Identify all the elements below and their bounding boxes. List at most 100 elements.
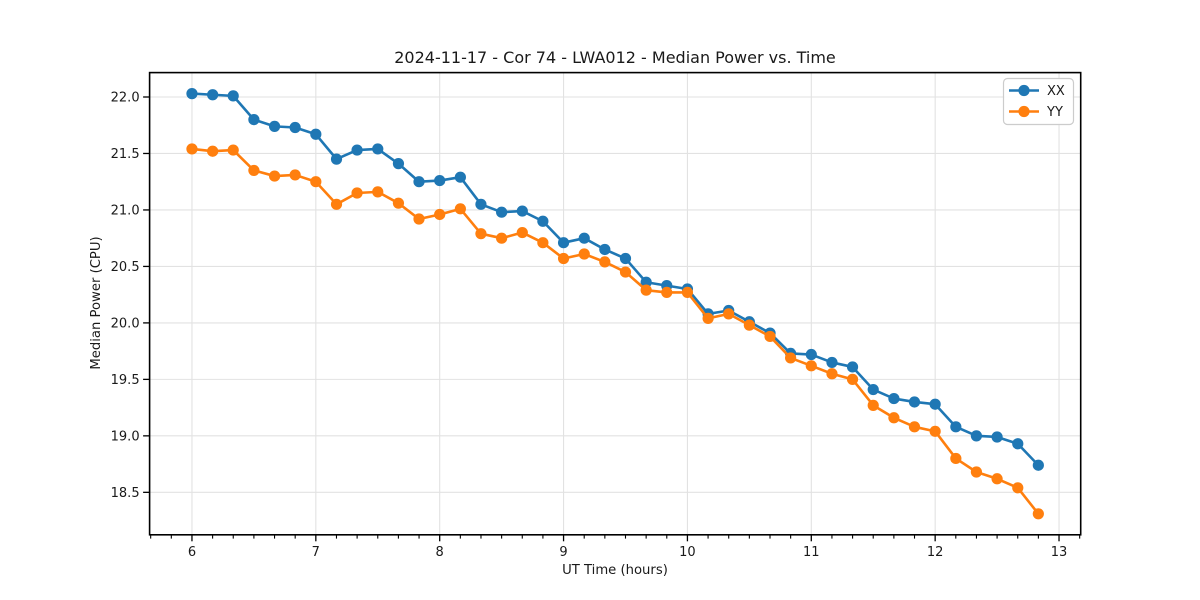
- data-point-XX: [1032, 459, 1044, 471]
- data-point-YY: [929, 425, 941, 437]
- x-tick-label: 7: [312, 545, 320, 560]
- data-point-YY: [475, 228, 487, 240]
- data-point-XX: [908, 396, 921, 408]
- series-XX: [186, 88, 1044, 471]
- data-point-XX: [207, 89, 219, 101]
- y-tick-label: 19.0: [111, 429, 140, 444]
- data-point-XX: [516, 205, 528, 217]
- data-point-XX: [805, 348, 817, 361]
- data-point-YY: [186, 143, 198, 155]
- data-point-XX: [640, 276, 652, 288]
- x-tick-label: 6: [188, 545, 196, 560]
- data-point-YY: [640, 284, 652, 296]
- data-point-YY: [454, 203, 466, 215]
- data-point-YY: [310, 176, 322, 188]
- y-axis-label: Median Power (CPU): [89, 236, 104, 369]
- data-point-YY: [392, 197, 405, 209]
- data-point-YY: [970, 466, 983, 478]
- data-point-XX: [475, 198, 487, 210]
- data-point-XX: [950, 421, 962, 433]
- data-point-XX: [454, 171, 466, 183]
- data-point-YY: [537, 237, 549, 249]
- gridlines: [149, 72, 1081, 535]
- x-tick-label: 13: [1051, 545, 1068, 560]
- data-point-XX: [248, 113, 260, 126]
- data-point-YY: [351, 187, 363, 199]
- chart-title: 2024-11-17 - Cor 74 - LWA012 - Median Po…: [394, 48, 836, 67]
- y-tick-label: 21.5: [111, 147, 140, 162]
- legend-label-yy: YY: [1046, 105, 1063, 120]
- data-point-YY: [1012, 482, 1024, 494]
- series-line-XX: [190, 92, 1040, 467]
- legend-label-xx: XX: [1047, 84, 1065, 99]
- data-point-YY: [826, 368, 838, 380]
- data-point-XX: [537, 215, 549, 227]
- data-point-XX: [330, 153, 343, 165]
- data-point-YY: [434, 208, 446, 221]
- data-point-XX: [310, 128, 322, 140]
- y-tick-label: 20.0: [111, 316, 140, 331]
- data-point-YY: [681, 286, 694, 299]
- data-point-XX: [496, 206, 508, 218]
- axis-ticks: 6 7 8 9 10 11 12 13 18.5 19.0 19.5 20.0 20.5 21.0 21.5…: [111, 90, 1081, 560]
- data-point-XX: [557, 237, 570, 249]
- data-point-YY: [619, 266, 632, 278]
- data-point-YY: [578, 248, 590, 260]
- data-point-YY: [867, 399, 879, 411]
- data-point-XX: [413, 176, 425, 188]
- data-point-YY: [1032, 508, 1044, 520]
- data-point-YY: [372, 186, 384, 198]
- x-axis-label: UT Time (hours): [562, 563, 668, 578]
- data-point-YY: [805, 360, 817, 372]
- y-tick-label: 18.5: [111, 486, 140, 501]
- series-YY: [186, 143, 1044, 520]
- data-point-YY: [413, 213, 425, 225]
- data-point-XX: [826, 356, 838, 369]
- data-point-YY: [661, 286, 673, 299]
- data-point-XX: [929, 398, 941, 410]
- data-point-XX: [1012, 438, 1024, 450]
- data-point-YY: [764, 330, 776, 343]
- x-tick-label: 8: [436, 545, 444, 560]
- x-tick-label: 9: [559, 545, 567, 560]
- data-point-YY: [950, 452, 962, 465]
- data-point-YY: [723, 308, 735, 320]
- data-point-YY: [289, 169, 301, 181]
- data-point-YY: [248, 164, 260, 177]
- data-point-XX: [599, 243, 611, 256]
- plot-border: [148, 71, 1082, 536]
- data-point-YY: [557, 252, 570, 265]
- data-point-XX: [991, 431, 1003, 443]
- x-tick-label: 11: [803, 545, 820, 560]
- data-point-XX: [888, 392, 900, 405]
- x-tick-label: 12: [927, 545, 944, 560]
- data-point-XX: [619, 252, 632, 265]
- data-point-XX: [372, 143, 384, 155]
- data-point-YY: [908, 421, 921, 433]
- data-point-XX: [392, 158, 405, 170]
- data-point-XX: [578, 232, 590, 244]
- data-point-XX: [351, 144, 363, 156]
- series-line-YY: [190, 147, 1040, 516]
- data-series: [186, 88, 1044, 520]
- data-point-YY: [702, 312, 714, 324]
- data-point-XX: [434, 174, 446, 187]
- x-tick-label: 10: [679, 545, 696, 560]
- y-tick-label: 20.5: [111, 260, 140, 275]
- data-point-YY: [227, 144, 239, 156]
- data-point-YY: [991, 473, 1003, 485]
- data-point-XX: [846, 361, 859, 373]
- data-point-XX: [186, 88, 198, 100]
- data-point-XX: [867, 383, 879, 396]
- data-point-YY: [330, 198, 343, 210]
- y-tick-label: 21.0: [111, 203, 140, 218]
- data-point-YY: [846, 373, 859, 385]
- y-tick-label: 22.0: [111, 90, 140, 105]
- y-tick-label: 19.5: [111, 373, 140, 388]
- data-point-XX: [289, 121, 301, 134]
- legend: XX YY: [1002, 77, 1075, 126]
- data-point-YY: [207, 145, 219, 157]
- data-point-XX: [227, 90, 239, 102]
